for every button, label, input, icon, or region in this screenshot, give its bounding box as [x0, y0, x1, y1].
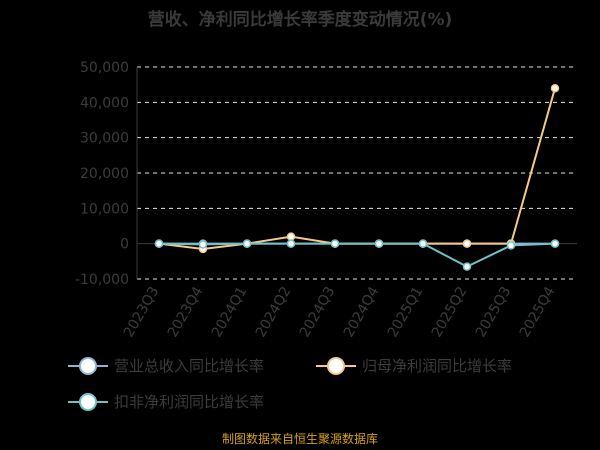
- y-tick-labels: 50,000 40,000 30,000 20,000 10,000 0 -10,000: [75, 60, 129, 288]
- data-point: [462, 262, 472, 271]
- x-tick-labels: 2023Q3 2023Q4 2024Q1 2024Q2 2024Q3 2024Q4 2025…: [121, 284, 559, 340]
- data-point: [374, 239, 384, 248]
- series-lines: [154, 83, 560, 271]
- data-point: [506, 241, 516, 250]
- legend-label-revenue: 营业总收入同比增长率: [114, 357, 265, 375]
- legend-swatch-deducted-profit: [68, 392, 108, 411]
- x-tick-label: 2025Q2: [429, 284, 471, 340]
- grid-lines: [137, 66, 577, 280]
- series-line-2: [158, 242, 556, 268]
- data-point: [550, 83, 560, 93]
- source-note: 制图数据来自恒生聚源数据库: [221, 432, 378, 446]
- line-chart: 50,000 40,000 30,000 20,000 10,000 0 -10,000 2…: [75, 60, 577, 340]
- y-tick-label: 30,000: [80, 131, 129, 147]
- legend-item-deducted-profit[interactable]: 扣非净利润同比增长率: [68, 391, 264, 412]
- legend-label-net-profit: 归母净利润同比增长率: [362, 357, 513, 375]
- data-point: [154, 239, 164, 248]
- y-tick-label: 10,000: [80, 201, 129, 217]
- y-tick-label: 0: [120, 237, 129, 253]
- data-point: [418, 239, 428, 248]
- y-tick-label: 40,000: [80, 95, 129, 111]
- data-point: [286, 232, 296, 241]
- y-tick-label: 50,000: [80, 60, 129, 76]
- chart-title: 营收、净利同比增长率季度变动情况(%): [147, 10, 453, 30]
- data-point: [550, 239, 560, 248]
- legend-label-deducted-profit: 扣非净利润同比增长率: [114, 393, 265, 411]
- legend-item-net-profit[interactable]: 归母净利润同比增长率: [316, 355, 512, 376]
- data-point: [330, 239, 340, 248]
- x-tick-label: 2025Q1: [385, 284, 427, 340]
- x-tick-label: 2024Q3: [297, 284, 339, 340]
- x-tick-label: 2024Q4: [341, 284, 383, 340]
- data-point: [462, 239, 472, 248]
- x-tick-label: 2025Q4: [517, 284, 559, 340]
- data-point: [198, 240, 208, 249]
- data-point: [242, 239, 252, 248]
- data-point: [286, 239, 296, 248]
- y-tick-label: 20,000: [80, 166, 129, 182]
- x-tick-label: 2023Q4: [165, 284, 207, 340]
- y-tick-label: -10,000: [75, 272, 129, 288]
- legend-swatch-net-profit: [316, 356, 356, 375]
- legend-swatch-revenue: [68, 356, 108, 375]
- legend-item-revenue[interactable]: 营业总收入同比增长率: [68, 355, 264, 376]
- x-tick-label: 2024Q2: [253, 284, 295, 340]
- x-tick-label: 2023Q3: [121, 284, 163, 340]
- x-tick-label: 2025Q3: [473, 284, 515, 340]
- series-line-1: [158, 87, 556, 250]
- x-tick-label: 2024Q1: [209, 284, 251, 340]
